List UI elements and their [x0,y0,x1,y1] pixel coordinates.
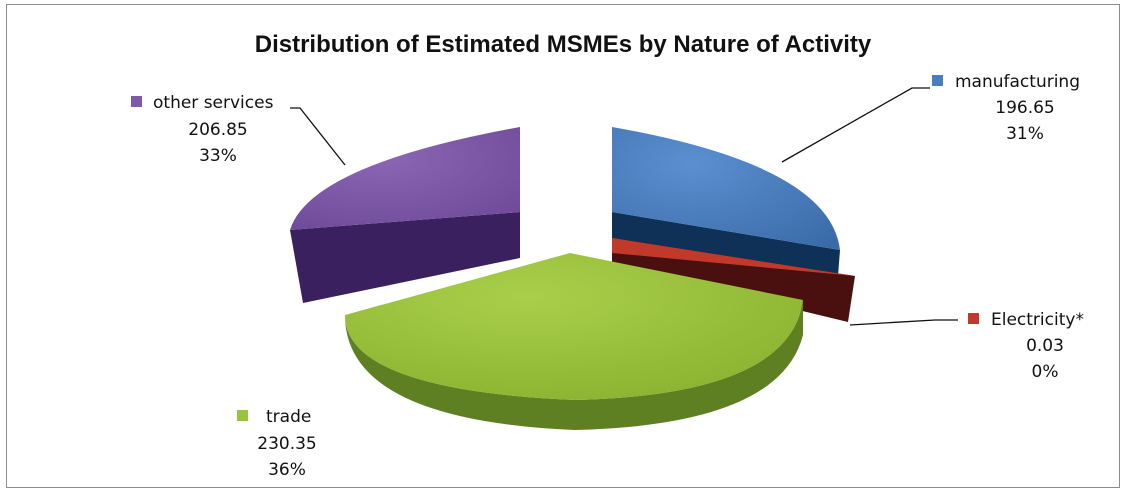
chart-title: Distribution of Estimated MSMEs by Natur… [254,31,872,58]
label-percent-electricity: 0% [1032,362,1059,382]
leader-line-electricity [849,319,958,326]
legend-swatch-other-services [131,96,142,107]
slice-manufacturing [612,127,840,276]
legend-swatch-manufacturing [932,75,943,86]
label-percent-manufacturing: 31% [1006,124,1044,144]
label-value-electricity: 0.03 [1026,336,1064,356]
label-other-services: other services 206.85 33% [131,93,274,166]
label-name-trade: trade [266,407,311,427]
label-manufacturing: manufacturing 196.65 31% [932,72,1080,144]
leader-line-other-services [290,107,346,166]
label-name-other-services: other services [153,93,274,113]
label-trade: trade 230.35 36% [237,407,317,480]
label-value-manufacturing: 196.65 [995,98,1054,118]
label-name-electricity: Electricity* [991,310,1084,330]
slice-other-services [290,127,520,303]
label-percent-trade: 36% [268,460,306,480]
label-value-other-services: 206.85 [188,120,247,140]
label-value-trade: 230.35 [257,434,316,454]
leader-line-manufacturing [781,87,930,163]
label-percent-other-services: 33% [199,146,237,166]
legend-swatch-trade [237,410,248,421]
legend-swatch-electricity [968,313,979,324]
label-electricity: Electricity* 0.03 0% [968,310,1084,382]
slice-trade [345,253,803,430]
label-name-manufacturing: manufacturing [955,72,1080,92]
